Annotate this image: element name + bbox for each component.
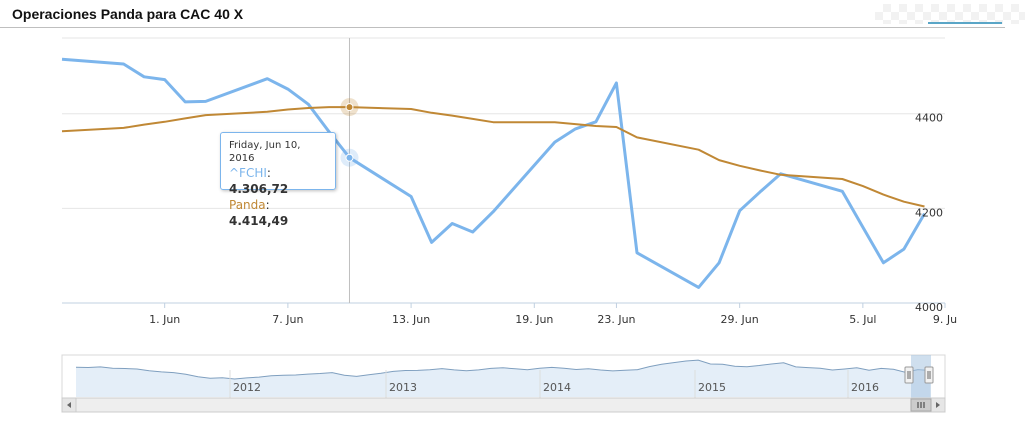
navigator-year-label: 2012 [233,381,261,394]
navigator-series [75,359,931,380]
tooltip-series-panda: Panda [229,198,266,212]
tooltip: Friday, Jun 10, 2016 ^FCHI: 4.306,72 Pan… [220,132,336,228]
navigator-year-label: 2013 [389,381,417,394]
tooltip-separator: : [265,198,270,212]
title-divider [0,27,1005,28]
x-tick-label: 13. Jun [392,313,430,326]
x-tick-label: 19. Jun [515,313,553,326]
arrow-left-icon [67,402,71,408]
navigator-year-label: 2015 [698,381,726,394]
x-tick-label: 29. Jun [721,313,759,326]
navigator-handle-right[interactable] [924,366,934,384]
title-accent-line [928,22,1002,24]
background-pattern [875,4,1025,24]
navigator[interactable]: 2012 2013 2014 2015 2016 [61,354,946,413]
navigator-year-label: 2014 [543,381,571,394]
navigator-handle-left[interactable] [904,366,914,384]
navigator-area [76,360,930,397]
y-tick-label: 4000 [915,301,943,314]
tooltip-series-fchi: ^FCHI [229,166,267,180]
navigator-selected-range[interactable] [911,355,931,398]
series-lines [61,57,926,289]
scrollbar-track[interactable] [61,397,946,413]
tooltip-row-fchi: ^FCHI: 4.306,72 [229,165,327,197]
tooltip-row-panda: Panda: 4.414,49 [229,197,327,229]
x-tick-label: 5. Jul [849,313,876,326]
x-tick-label: 7. Jun [272,313,303,326]
tooltip-value-fchi: 4.306,72 [229,182,289,196]
hover-point [345,103,354,112]
tooltip-value-panda: 4.414,49 [229,214,289,228]
x-tick-label: 23. Jun [597,313,635,326]
x-tick-label: 1. Jun [149,313,180,326]
axis-labels: 4000 4200 4400 1. Jun 7. Jun 13. Jun 19. Jun 23… [149,112,957,326]
y-tick-label: 4400 [915,112,943,125]
tooltip-date: Friday, Jun 10, 2016 [229,140,301,164]
y-tick-label: 4200 [915,206,943,219]
tooltip-separator: : [266,166,271,180]
grid-lines [62,37,945,304]
page-title: Operaciones Panda para CAC 40 X [12,6,244,22]
hover-point [345,153,354,162]
x-tick-label: 9. Ju [933,313,957,326]
arrow-right-icon [936,402,940,408]
navigator-year-label: 2016 [851,381,879,394]
series-line-panda [61,106,925,208]
series-line-fchi [61,57,926,289]
